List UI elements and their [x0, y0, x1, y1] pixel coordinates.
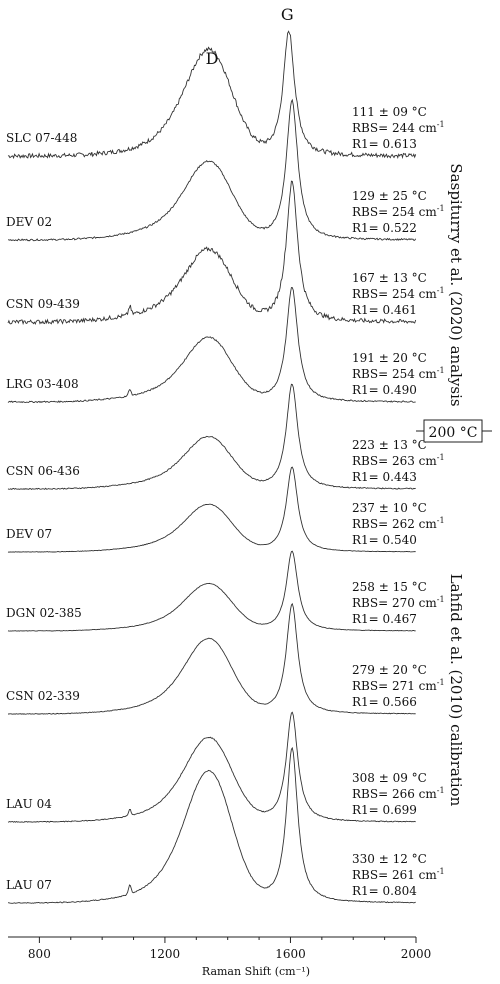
temperature-label: 111 ± 09 °C	[352, 105, 427, 119]
rbs-label: RBS= 261 cm-1	[352, 867, 445, 882]
r1-label: R1= 0.540	[352, 533, 417, 547]
threshold-marker: 200 °C	[416, 419, 492, 443]
spectrum-line	[7, 180, 417, 326]
rbs-label: RBS= 254 cm-1	[352, 366, 445, 381]
r1-label: R1= 0.490	[352, 383, 417, 397]
temperature-label: 258 ± 15 °C	[352, 580, 427, 594]
rbs-unit-superscript: -1	[437, 867, 445, 876]
rbs-unit-superscript: -1	[437, 595, 445, 604]
sample-name: DEV 07	[6, 527, 52, 541]
x-axis: 800 1200 1600 2000	[8, 936, 432, 961]
spectrum-line	[7, 550, 416, 632]
sample-name: DEV 02	[6, 215, 52, 229]
rbs-unit-superscript: -1	[437, 786, 445, 795]
sample-name: CSN 02-339	[6, 689, 80, 703]
temperature-label: 237 ± 10 °C	[352, 501, 427, 515]
rbs-label: RBS= 254 cm-1	[352, 204, 445, 219]
spectrum-line	[7, 383, 416, 490]
rbs-label: RBS= 244 cm-1	[352, 120, 445, 135]
r1-label: R1= 0.522	[352, 221, 417, 235]
rbs-label: RBS= 263 cm-1	[352, 453, 445, 468]
r1-label: R1= 0.461	[352, 303, 417, 317]
temperature-label: 308 ± 09 °C	[352, 771, 427, 785]
x-tick-label: 1600	[275, 947, 306, 961]
rbs-unit-superscript: -1	[437, 286, 445, 295]
x-tick-label: 1200	[150, 947, 181, 961]
peak-label-d: D	[206, 49, 219, 68]
spectra-curves	[7, 30, 417, 904]
x-tick-label: 2000	[401, 947, 432, 961]
rbs-unit-superscript: -1	[437, 453, 445, 462]
spectrum-line	[8, 98, 417, 242]
spectrum-line	[7, 711, 416, 823]
r1-label: R1= 0.443	[352, 470, 417, 484]
spectrum-line	[7, 30, 417, 160]
x-axis-label: Raman Shift (cm⁻¹)	[202, 965, 310, 978]
rbs-label: RBS= 270 cm-1	[352, 595, 445, 610]
temperature-label: 330 ± 12 °C	[352, 852, 427, 866]
rbs-label: RBS= 254 cm-1	[352, 286, 445, 301]
group-label-lahfid: Lahfid et al. (2010) calibration	[447, 574, 465, 807]
spectrum-line	[7, 466, 416, 553]
spectrum-line	[7, 746, 416, 904]
temperature-label: 223 ± 13 °C	[352, 438, 427, 452]
peak-label-g: G	[281, 5, 294, 24]
r1-label: R1= 0.804	[352, 884, 417, 898]
sample-name: LRG 03-408	[6, 377, 79, 391]
rbs-label: RBS= 262 cm-1	[352, 516, 445, 531]
temperature-label: 167 ± 13 °C	[352, 271, 427, 285]
rbs-unit-superscript: -1	[437, 120, 445, 129]
group-label-saspiturry: Saspiturry et al. (2020) analysis	[447, 163, 465, 406]
rbs-unit-superscript: -1	[437, 516, 445, 525]
r1-label: R1= 0.699	[352, 803, 417, 817]
temperature-label: 129 ± 25 °C	[352, 189, 427, 203]
r1-label: R1= 0.467	[352, 612, 417, 626]
r1-label: R1= 0.613	[352, 137, 417, 151]
rbs-unit-superscript: -1	[437, 366, 445, 375]
x-tick-label: 800	[28, 947, 51, 961]
sample-name: LAU 07	[6, 878, 52, 892]
sample-name: DGN 02-385	[6, 606, 82, 620]
sample-name: LAU 04	[6, 797, 52, 811]
rbs-label: RBS= 266 cm-1	[352, 786, 445, 801]
temperature-label: 191 ± 20 °C	[352, 351, 427, 365]
sample-name: SLC 07-448	[6, 131, 77, 145]
rbs-unit-superscript: -1	[437, 204, 445, 213]
spectrum-line	[7, 287, 416, 404]
sample-name: CSN 09-439	[6, 297, 80, 311]
rbs-unit-superscript: -1	[437, 678, 445, 687]
threshold-label: 200 °C	[429, 425, 478, 441]
rbs-label: RBS= 271 cm-1	[352, 678, 445, 693]
sample-name: CSN 06-436	[6, 464, 80, 478]
temperature-label: 279 ± 20 °C	[352, 663, 427, 677]
spectrum-line	[8, 602, 416, 715]
r1-label: R1= 0.566	[352, 695, 417, 709]
